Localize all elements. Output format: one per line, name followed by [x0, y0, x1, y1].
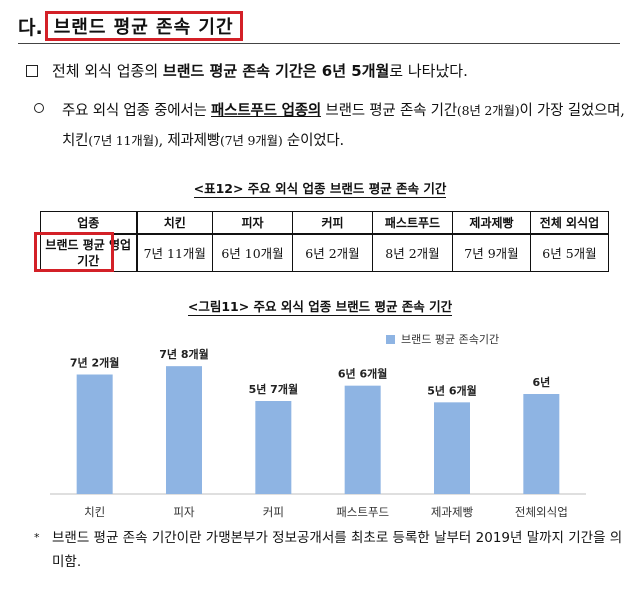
- data-label: 6년: [532, 375, 550, 389]
- detail-part-1: 주요 외식 업종 중에서는: [62, 103, 212, 119]
- table-cell: 6년 10개월: [212, 233, 293, 272]
- figure-caption: <그림11> 주요 외식 업종 브랜드 평균 존속 기간: [0, 296, 640, 316]
- legend-swatch: [386, 335, 395, 344]
- summary-prefix: 전체 외식 업종의: [52, 62, 163, 80]
- table-caption-text: <표12> 주요 외식 업종 브랜드 평균 존속 기간: [193, 181, 447, 198]
- bar: [166, 366, 202, 494]
- table-header: 커피: [292, 211, 373, 235]
- section-title-box: 브랜드 평균 존속 기간: [44, 11, 243, 41]
- table-header: 치킨: [136, 211, 213, 235]
- detail-paragraph: 주요 외식 업종 중에서는 패스트푸드 업종의 브랜드 평균 존속 기간(8년 …: [62, 96, 632, 156]
- x-tick-label: 전체외식업: [515, 505, 568, 519]
- detail-paren-2: (7년 11개월): [88, 133, 159, 148]
- detail-part-4: , 제과제빵: [158, 133, 221, 149]
- section-heading: 다. 브랜드 평균 존속 기간: [18, 10, 243, 42]
- square-bullet-icon: [26, 64, 38, 77]
- data-label: 7년 8개월: [159, 347, 209, 361]
- x-tick-label: 치킨: [84, 505, 105, 519]
- duration-table: 업종 치킨 피자 커피 패스트푸드 제과제빵 전체 외식업 브랜드 평균 영업기…: [40, 211, 609, 272]
- footnote-text: 브랜드 평균 존속 기간이란 가맹본부가 정보공개서를 최초로 등록한 날부터 …: [52, 530, 623, 570]
- row-label-highlight: [34, 232, 114, 272]
- bar: [344, 385, 381, 494]
- table-header: 제과제빵: [452, 211, 531, 235]
- table-row: 브랜드 평균 영업기간 7년 11개월 6년 10개월 6년 2개월 8년 2개…: [40, 233, 609, 272]
- x-tick-label: 패스트푸드: [336, 505, 389, 519]
- detail-paren-1: (8년 2개월): [456, 103, 520, 118]
- detail-paren-3: (7년 9개월): [219, 133, 283, 148]
- bar: [76, 374, 113, 494]
- table-cell: 8년 2개월: [372, 233, 453, 272]
- table-caption: <표12> 주요 외식 업종 브랜드 평균 존속 기간: [0, 178, 640, 198]
- table-header: 패스트푸드: [372, 211, 453, 235]
- legend-label: 브랜드 평균 존속기간: [401, 333, 499, 346]
- bar: [434, 402, 470, 494]
- figure-caption-text: <그림11> 주요 외식 업종 브랜드 평균 존속 기간: [187, 299, 453, 316]
- bar: [255, 401, 292, 494]
- bar: [523, 394, 560, 494]
- detail-part-3: 이 가장 길었으며, 치킨: [62, 103, 625, 149]
- x-tick-label: 제과제빵: [431, 505, 474, 519]
- x-tick-label: 피자: [173, 505, 195, 519]
- summary-bold: 브랜드 평균 존속 기간은 6년 5개월: [162, 62, 390, 80]
- table-cell: 7년 11개월: [136, 233, 213, 272]
- table-cell: 6년 5개월: [530, 233, 609, 272]
- data-label: 7년 2개월: [70, 356, 120, 370]
- table-header: 업종: [40, 211, 138, 235]
- footnote: * 브랜드 평균 존속 기간이란 가맹본부가 정보공개서를 최초로 등록한 날부…: [34, 526, 634, 574]
- detail-bold: 패스트푸드 업종의: [211, 103, 322, 119]
- detail-part-5: 순이었다.: [282, 133, 344, 149]
- footnote-mark: *: [34, 531, 40, 544]
- table-header: 전체 외식업: [530, 211, 609, 235]
- data-label: 6년 6개월: [338, 367, 388, 381]
- detail-part-2: 브랜드 평균 존속 기간: [321, 103, 457, 119]
- data-label: 5년 6개월: [427, 383, 477, 397]
- data-label: 5년 7개월: [249, 382, 299, 396]
- table-cell: 6년 2개월: [292, 233, 373, 272]
- title-divider: [18, 43, 620, 44]
- table-cell: 7년 9개월: [452, 233, 531, 272]
- section-number: 다.: [18, 16, 43, 39]
- summary-text: 전체 외식 업종의 브랜드 평균 존속 기간은 6년 5개월로 나타났다.: [52, 60, 468, 81]
- table-header: 피자: [212, 211, 293, 235]
- table-header-row: 업종 치킨 피자 커피 패스트푸드 제과제빵 전체 외식업: [40, 211, 609, 235]
- summary-suffix: 로 나타났다.: [389, 62, 468, 80]
- circle-bullet-icon: [34, 103, 44, 113]
- summary-line: 전체 외식 업종의 브랜드 평균 존속 기간은 6년 5개월로 나타났다.: [26, 60, 468, 81]
- table-row-label: 브랜드 평균 영업기간: [40, 233, 138, 272]
- x-tick-label: 커피: [263, 505, 284, 519]
